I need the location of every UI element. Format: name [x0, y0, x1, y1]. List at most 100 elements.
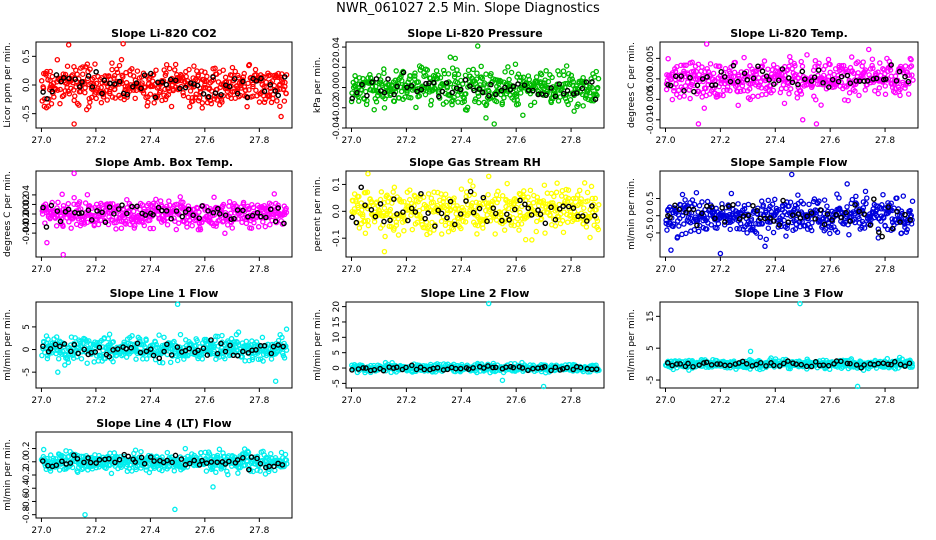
data-point	[234, 88, 240, 95]
x-tick-label: 27.6	[195, 265, 215, 275]
data-point	[865, 46, 872, 53]
data-point	[180, 92, 187, 99]
reference-point	[72, 76, 79, 82]
x-tick-label: 27.2	[396, 136, 416, 146]
data-point	[428, 195, 435, 201]
reference-point	[552, 93, 559, 100]
data-point	[418, 64, 425, 71]
data-point	[560, 229, 567, 236]
reference-point	[799, 68, 806, 75]
y-tick-label: -0.005	[646, 85, 656, 114]
outlier-point	[278, 113, 284, 120]
data-point	[362, 230, 369, 236]
reference-point	[681, 88, 687, 94]
data-point	[187, 217, 193, 224]
data-point	[580, 103, 586, 109]
data-point	[425, 224, 432, 230]
data-point	[485, 191, 491, 198]
reference-point	[199, 203, 205, 209]
data-point	[812, 63, 818, 70]
reference-point	[404, 84, 410, 91]
data-point	[76, 102, 82, 108]
reference-point	[168, 352, 175, 358]
outlier-point	[788, 171, 795, 178]
data-point	[690, 68, 697, 75]
reference-point	[815, 67, 822, 73]
data-point	[107, 201, 114, 207]
reference-point	[76, 210, 82, 217]
data-point	[695, 88, 702, 95]
data-point	[199, 100, 206, 106]
reference-point	[785, 75, 792, 81]
reference-point	[808, 210, 815, 216]
data-point	[682, 83, 689, 89]
data-point	[549, 74, 555, 81]
reference-point	[152, 94, 159, 101]
reference-point	[780, 197, 786, 204]
data-point	[907, 207, 913, 214]
data-point	[540, 203, 546, 209]
x-tick-label: 27.4	[451, 396, 471, 406]
x-tick-label: 27.8	[249, 396, 269, 406]
reference-point	[133, 80, 140, 86]
reference-point	[829, 76, 836, 83]
data-point	[113, 66, 120, 73]
outlier-point	[44, 239, 50, 246]
data-point	[542, 230, 548, 236]
data-point	[427, 230, 433, 236]
chart-title: Slope Li-820 Pressure	[407, 27, 542, 40]
data-point	[259, 334, 266, 341]
reference-point	[349, 95, 356, 102]
reference-point	[462, 77, 469, 83]
y-tick-label: 0.1	[332, 177, 342, 191]
data-point	[784, 67, 790, 74]
data-point	[253, 87, 259, 94]
data-point	[140, 90, 147, 96]
reference-point	[253, 78, 260, 84]
data-point	[681, 62, 687, 68]
reference-point	[570, 91, 577, 97]
reference-point	[528, 212, 535, 218]
data-point	[464, 104, 471, 111]
reference-point	[852, 202, 858, 208]
data-point	[828, 224, 834, 231]
reference-point	[258, 75, 264, 82]
data-point	[715, 220, 722, 227]
chart-title: Slope Line 2 Flow	[421, 287, 530, 300]
outlier-point	[540, 383, 547, 390]
reference-point	[240, 78, 246, 85]
reference-point	[488, 81, 494, 88]
reference-point	[894, 208, 900, 215]
data-point	[678, 62, 684, 69]
reference-point	[57, 218, 64, 225]
outlier-point	[272, 378, 279, 384]
reference-point	[690, 206, 697, 213]
data-point	[80, 64, 86, 70]
reference-point	[372, 213, 379, 220]
y-tick-label: -0.1	[332, 229, 342, 247]
data-point	[175, 220, 182, 226]
data-point	[553, 189, 560, 196]
data-point	[689, 59, 695, 66]
data-point	[458, 225, 464, 232]
data-point	[202, 69, 208, 75]
data-point	[578, 196, 584, 202]
data-point	[753, 230, 760, 236]
data-point	[748, 217, 754, 224]
data-point	[786, 90, 792, 97]
data-point	[359, 211, 366, 218]
data-point	[531, 99, 538, 106]
data-point	[908, 63, 915, 69]
reference-point	[163, 81, 170, 88]
data-point	[909, 72, 915, 78]
data-point	[515, 101, 522, 107]
reference-point	[272, 88, 278, 94]
data-point	[133, 356, 139, 362]
outlier-point	[695, 121, 702, 127]
data-point	[669, 96, 676, 103]
reference-point	[457, 211, 464, 217]
reference-point	[438, 210, 445, 217]
data-point	[275, 202, 281, 208]
data-point	[508, 222, 514, 228]
